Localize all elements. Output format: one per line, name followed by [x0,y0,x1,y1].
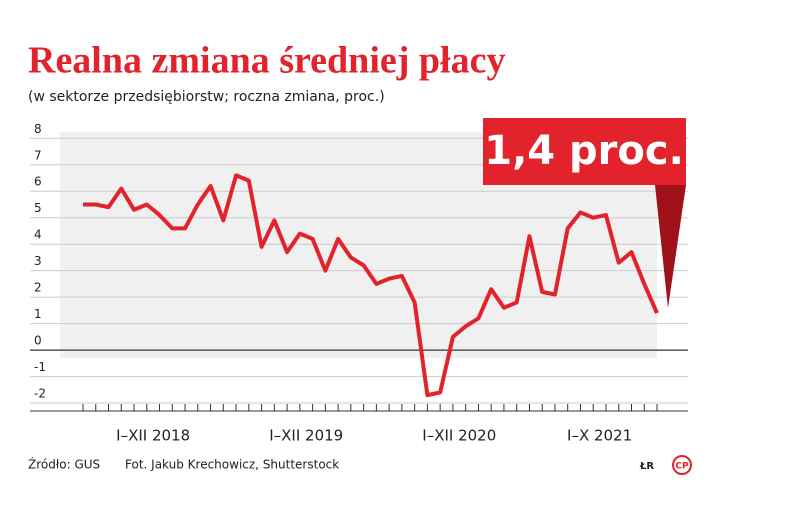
logo-circle [672,455,692,475]
callout-box [483,118,686,185]
line [83,173,659,398]
credit: Fot. Jakub Krechowicz, Shutterstock [125,458,339,472]
y-tick-label: 3 [34,254,42,268]
logo-2: CP [675,462,689,472]
y-tick-label: 7 [34,148,42,162]
chart-subtitle: (w sektorze przedsiębiorstw; roczna zmia… [28,89,385,105]
callout-pointer [655,185,686,308]
logo: ŁR [639,461,654,472]
period-label: I–X 2021 [567,427,632,445]
y-tick-label: 2 [34,281,42,295]
y-tick-label: 5 [34,201,42,215]
y-tick-label: -2 [34,387,46,401]
y-tick-label: 0 [34,334,42,348]
callout-text: 1,4 proc. [484,128,684,174]
period-label: I–XII 2018 [116,427,190,445]
period-label: I–XII 2019 [269,427,343,445]
period-label: I–XII 2020 [422,427,496,445]
chart-title: Realna zmiana średniej płacy [28,40,505,82]
y-tick-label: 4 [34,228,42,242]
y-tick-label: -1 [34,360,46,374]
y-tick-label: 8 [34,122,42,136]
y-tick-label: 1 [34,307,42,321]
y-tick-label: 6 [34,175,42,189]
source: Źródło: GUS [28,457,100,472]
